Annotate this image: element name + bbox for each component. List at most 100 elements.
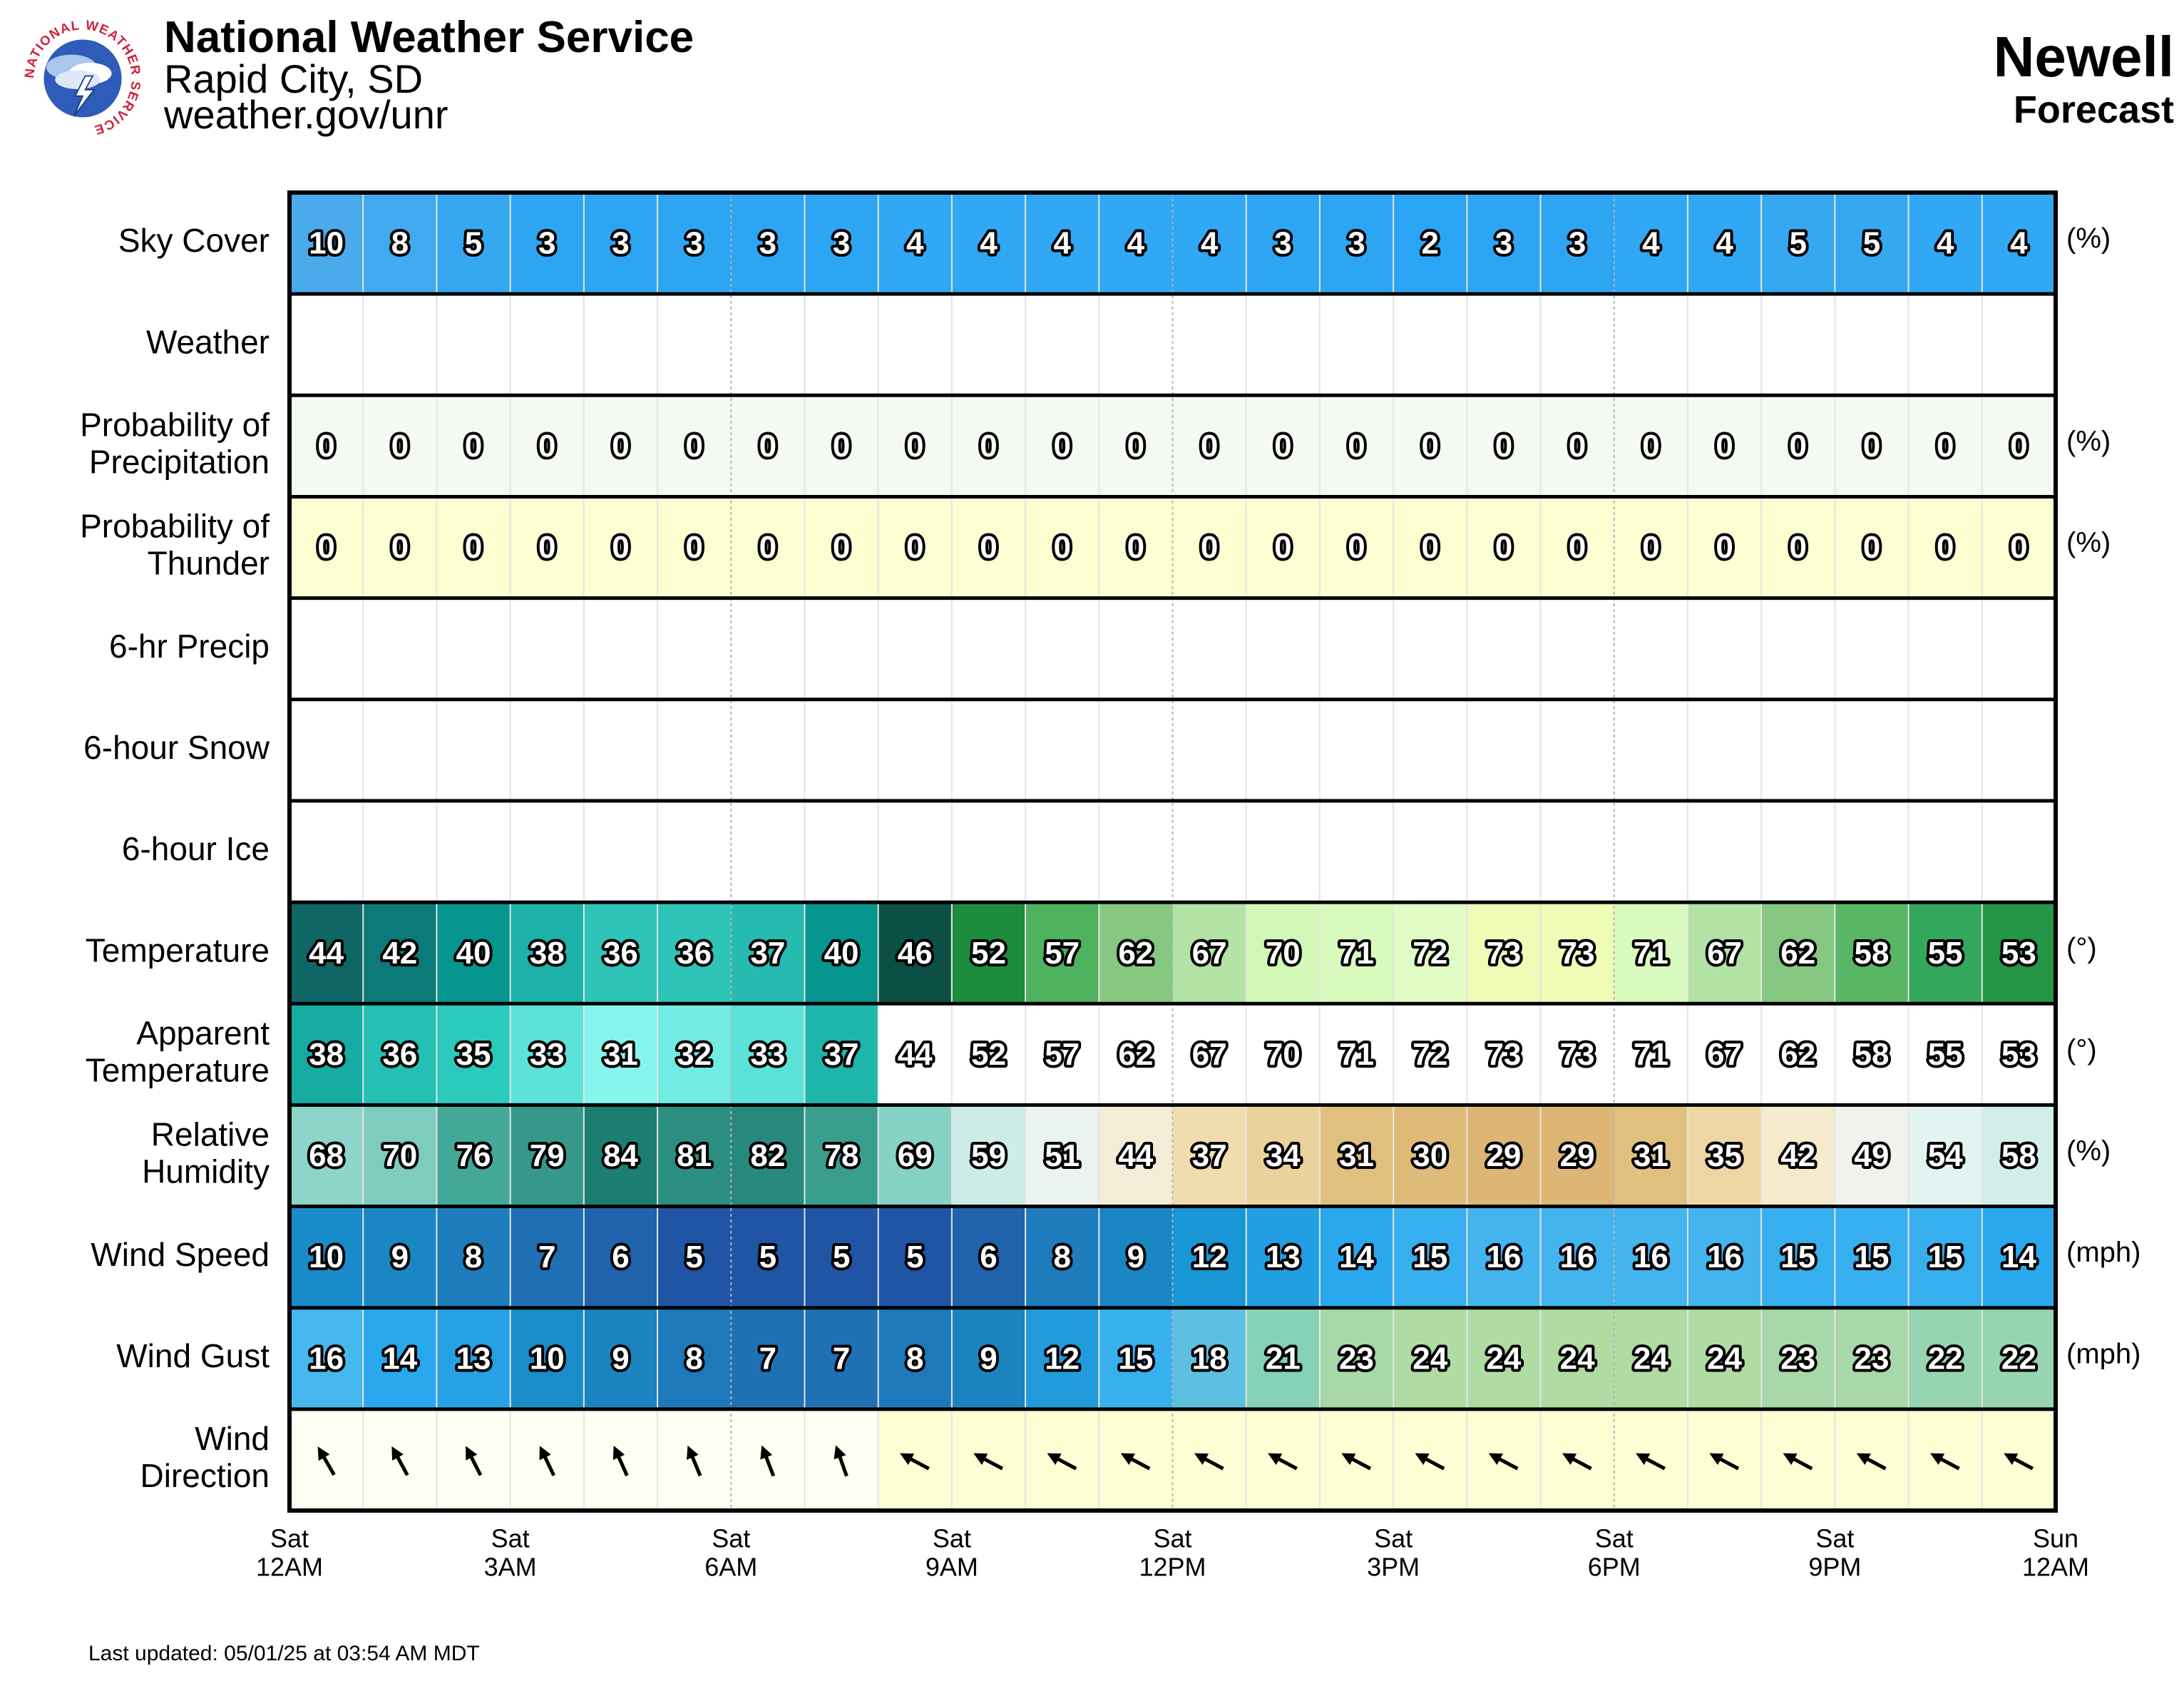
- pop-value: 0: [1348, 429, 1365, 464]
- thunder-cell: [583, 496, 658, 598]
- apparent-temperature-cell: [583, 1003, 658, 1105]
- apparent-temperature-value: 71: [1634, 1037, 1668, 1072]
- thunder-value: 0: [906, 530, 923, 565]
- relative-humidity-cell: [1835, 1105, 1909, 1207]
- sky-cover-cell: [436, 193, 511, 295]
- x-tick-time: 12PM: [1139, 1553, 1206, 1582]
- wind-speed-value: 13: [1266, 1240, 1301, 1274]
- pop-value: 0: [1127, 429, 1144, 464]
- pop-cell: [510, 395, 585, 497]
- office-url[interactable]: weather.gov/unr: [164, 92, 448, 137]
- relative-humidity-cell: [1172, 1105, 1247, 1207]
- row-label-wind-direction: Wind: [195, 1420, 270, 1457]
- temperature-value: 62: [1118, 936, 1153, 971]
- thunder-cell: [1172, 496, 1247, 598]
- pop-cell: [1761, 395, 1835, 497]
- wind-gust-value: 14: [382, 1341, 417, 1376]
- apparent-temperature-value: 38: [309, 1037, 344, 1072]
- sky-cover-cell: [510, 193, 585, 295]
- relative-humidity-cell: [1025, 1105, 1099, 1207]
- relative-humidity-cell: [1687, 1105, 1762, 1207]
- wind-direction-arrow-icon: [2004, 1453, 2034, 1471]
- temperature-cell: [878, 902, 953, 1004]
- sky-cover-cell: [583, 193, 658, 295]
- apparent-temperature-cell: [289, 1003, 364, 1105]
- temperature-cell: [1982, 902, 2056, 1004]
- unit-label-temperature: (°): [2066, 933, 2097, 964]
- unit-label-wind-speed: (mph): [2066, 1237, 2141, 1268]
- pop-cell: [1025, 395, 1099, 497]
- relative-humidity-cell: [436, 1105, 511, 1207]
- wind-gust-value: 21: [1266, 1341, 1301, 1376]
- relative-humidity-cell: [1540, 1105, 1615, 1207]
- apparent-temperature-cell: [657, 1003, 732, 1105]
- thunder-value: 0: [1863, 530, 1880, 565]
- relative-humidity-value: 31: [1634, 1138, 1668, 1173]
- apparent-temperature-value: 57: [1045, 1037, 1080, 1072]
- pop-value: 0: [2010, 429, 2027, 464]
- apparent-temperature-cell: [1908, 1003, 1983, 1105]
- apparent-temperature-value: 71: [1339, 1037, 1374, 1072]
- relative-humidity-value: 84: [603, 1138, 638, 1173]
- relative-humidity-value: 42: [1780, 1138, 1815, 1173]
- wind-speed-cell: [436, 1206, 511, 1308]
- wind-gust-cell: [878, 1307, 953, 1409]
- sky-cover-cell: [1467, 193, 1542, 295]
- relative-humidity-cell: [1393, 1105, 1467, 1207]
- sky-cover-cell: [1099, 193, 1174, 295]
- wind-direction-arrow-icon: [1783, 1453, 1813, 1471]
- sky-cover-cell: [1319, 193, 1394, 295]
- relative-humidity-cell: [363, 1105, 438, 1207]
- temperature-cell: [1687, 902, 1762, 1004]
- sky-cover-cell: [363, 193, 438, 295]
- relative-humidity-value: 81: [677, 1138, 712, 1173]
- x-tick-day: Sat: [270, 1524, 309, 1553]
- apparent-temperature-cell: [878, 1003, 953, 1105]
- apparent-temperature-cell: [1467, 1003, 1542, 1105]
- pop-value: 0: [391, 429, 409, 464]
- temperature-cell: [1540, 902, 1615, 1004]
- pop-cell: [583, 395, 658, 497]
- thunder-cell: [1467, 496, 1542, 598]
- x-tick-time: 9AM: [926, 1553, 978, 1582]
- pop-value: 0: [612, 429, 629, 464]
- thunder-value: 0: [1642, 530, 1659, 565]
- wind-direction-arrow-icon: [834, 1445, 849, 1477]
- pop-value: 0: [1201, 429, 1218, 464]
- wind-speed-value: 14: [2001, 1240, 2036, 1274]
- row-label-temperature: Temperature: [86, 931, 270, 969]
- x-tick-day: Sat: [1153, 1524, 1191, 1553]
- relative-humidity-value: 59: [971, 1138, 1006, 1173]
- thunder-value: 0: [465, 530, 482, 565]
- sky-cover-cell: [1614, 193, 1688, 295]
- relative-humidity-cell: [510, 1105, 585, 1207]
- thunder-value: 0: [1937, 530, 1954, 565]
- thunder-cell: [363, 496, 438, 598]
- temperature-cell: [731, 902, 806, 1004]
- x-tick-day: Sat: [712, 1524, 750, 1553]
- thunder-value: 0: [980, 530, 997, 565]
- apparent-temperature-value: 73: [1486, 1037, 1521, 1072]
- sky-cover-value: 4: [1053, 226, 1071, 261]
- apparent-temperature-value: 33: [750, 1037, 785, 1072]
- relative-humidity-value: 49: [1855, 1138, 1890, 1173]
- apparent-temperature-value: 73: [1560, 1037, 1595, 1072]
- wind-gust-cell: [1540, 1307, 1615, 1409]
- wind-gust-value: 22: [2001, 1341, 2036, 1376]
- temperature-value: 55: [1928, 936, 1963, 971]
- temperature-cell: [1172, 902, 1247, 1004]
- relative-humidity-cell: [289, 1105, 364, 1207]
- apparent-temperature-cell: [951, 1003, 1026, 1105]
- wind-direction-arrow-icon: [900, 1453, 930, 1471]
- x-tick-day: Sat: [933, 1524, 971, 1553]
- temperature-cell: [1467, 902, 1542, 1004]
- relative-humidity-cell: [583, 1105, 658, 1207]
- relative-humidity-value: 31: [1339, 1138, 1374, 1173]
- wind-gust-cell: [1319, 1307, 1394, 1409]
- wind-speed-cell: [583, 1206, 658, 1308]
- sky-cover-cell: [1393, 193, 1467, 295]
- wind-gust-cell: [289, 1307, 364, 1409]
- sky-cover-value: 2: [1421, 226, 1438, 261]
- pop-value: 0: [1421, 429, 1438, 464]
- x-tick-time: 9PM: [1808, 1553, 1861, 1582]
